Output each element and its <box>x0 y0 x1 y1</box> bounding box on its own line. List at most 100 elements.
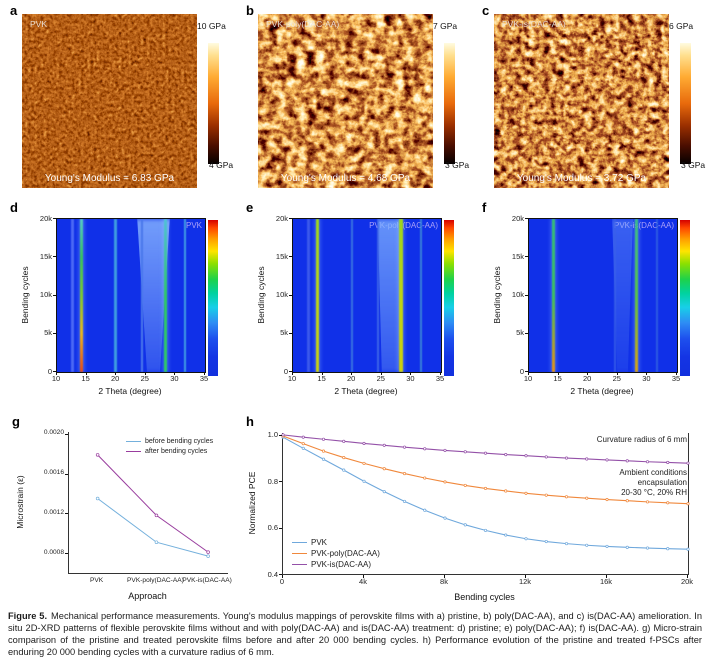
diffraction-peak-stripe <box>163 219 167 372</box>
data-point-marker <box>362 479 366 483</box>
afm-texture-c <box>494 14 669 188</box>
panel-e: e Bending cycles PVK-poly(DAC-AA) 2 Thet… <box>236 196 472 405</box>
caption-text: Mechanical performance measurements. You… <box>8 611 702 657</box>
y-tick-label: 0.8 <box>267 476 278 486</box>
data-point-marker <box>95 496 100 501</box>
diffuse-scattering-cloud <box>612 219 633 372</box>
afm-texture-b <box>258 14 433 188</box>
data-point-marker <box>605 544 609 548</box>
y-tick-mark <box>53 332 56 334</box>
x-tick-label: 20k <box>680 577 694 586</box>
x-tick-label: 35 <box>671 374 681 383</box>
microstrain-legend: before bending cycles after bending cycl… <box>126 436 213 456</box>
data-point-marker <box>463 483 467 487</box>
y-tick-label: 0 <box>47 366 52 376</box>
data-point-marker <box>423 476 427 480</box>
data-point-marker <box>564 542 569 546</box>
data-point-marker <box>483 528 488 532</box>
x-tick-mark <box>380 372 382 375</box>
data-point-marker <box>544 455 548 459</box>
sample-label: PVK-poly(DAC-AA) <box>266 19 340 29</box>
data-point-marker <box>342 456 346 460</box>
data-point-marker <box>402 499 407 503</box>
x-tick-label: 20 <box>583 374 592 383</box>
data-point-marker <box>154 540 159 544</box>
colorbar-min-label: 3 GPa <box>445 160 470 170</box>
panel-letter-f: f <box>482 200 487 215</box>
x-tick-label: 10 <box>51 374 61 383</box>
microstrain-series-canvas <box>95 453 210 558</box>
y-axis-label: Microstrain (ε) <box>15 475 25 529</box>
data-point-marker <box>342 439 346 443</box>
data-point-marker <box>321 449 326 453</box>
panel-letter-d: d <box>10 200 18 215</box>
y-tick-label: 0.4 <box>267 569 278 579</box>
figure-caption: Figure 5. Mechanical performance measurem… <box>8 611 702 659</box>
data-point-marker <box>423 508 427 512</box>
colorbar-max-label: 7 GPa <box>433 21 458 31</box>
colorbar-max-label: 6 GPa <box>669 21 694 31</box>
data-point-marker <box>206 554 210 558</box>
x-tick-label: 10 <box>523 374 533 383</box>
y-tick-mark <box>279 527 282 529</box>
xrd-heatmap-d: PVK <box>56 218 206 373</box>
afm-map-b: PVK-poly(DAC-AA) Young's Modulus = 4.68 … <box>258 14 433 188</box>
x-axis-label: 2 Theta (degree) <box>570 386 634 396</box>
data-point-marker <box>342 468 346 472</box>
diffraction-peak-stripe <box>613 219 616 372</box>
panel-letter-b: b <box>246 3 254 18</box>
x-axis-label: Bending cycles <box>454 592 515 602</box>
y-tick-mark <box>279 481 282 483</box>
colorbar-min-label: 3 GPa <box>681 160 706 170</box>
legend-label: PVK <box>311 538 328 547</box>
y-tick-mark <box>525 371 528 372</box>
jet-colorbar <box>680 220 690 376</box>
x-tick-mark <box>525 575 526 578</box>
afm-texture-a <box>22 14 197 188</box>
y-tick-label: 0.6 <box>267 523 278 533</box>
x-axis-label: 2 Theta (degree) <box>98 386 162 396</box>
y-tick-label: 0.0012 <box>43 508 64 516</box>
y-tick-mark <box>53 371 56 372</box>
legend-label: PVK-is(DAC-AA) <box>311 560 372 569</box>
data-point-marker <box>362 441 366 445</box>
data-point-marker <box>504 489 508 493</box>
y-tick-mark <box>279 574 282 575</box>
data-point-marker <box>625 499 629 503</box>
legend-item: before bending cycles <box>126 436 213 446</box>
x-tick-mark <box>351 372 353 375</box>
jet-colorbar <box>444 220 454 376</box>
y-axis-label: Normalized PCE <box>247 471 257 535</box>
diffraction-peak-stripe <box>307 219 310 372</box>
data-point-marker <box>585 496 589 500</box>
data-point-marker <box>301 435 305 439</box>
diffraction-peak-stripe <box>635 219 639 372</box>
panel-b: b PVK-poly(DAC-AA) Youn <box>236 0 472 196</box>
colorbar-max-label: 10 GPa <box>197 21 226 31</box>
x-tick-mark <box>204 372 205 375</box>
modulus-label: Young's Modulus = 4.68 GPa <box>280 173 411 184</box>
x-tick-label: 30 <box>170 374 179 383</box>
x-tick-label: 15 <box>317 374 326 383</box>
data-point-marker <box>483 451 488 455</box>
fire-colorbar <box>444 43 455 164</box>
diffuse-scattering-cloud <box>377 219 403 372</box>
xrd-heatmap-f: PVK-is(DAC-AA) <box>528 218 678 373</box>
data-point-marker <box>666 460 670 465</box>
diffraction-peak-stripe <box>114 219 117 372</box>
data-point-marker <box>666 501 670 505</box>
x-tick-mark <box>144 372 146 375</box>
diffraction-peak-stripe <box>551 219 555 372</box>
data-point-marker <box>645 460 650 464</box>
data-point-marker <box>362 461 366 465</box>
x-tick-label: 25 <box>376 374 385 383</box>
x-tick-mark <box>444 575 445 578</box>
data-point-marker <box>402 445 407 449</box>
series-line <box>97 498 209 557</box>
data-point-marker <box>301 446 305 450</box>
panel-d: d Bending cycles PVK 2 Theta (degree) 10… <box>0 196 236 405</box>
panel-letter-g: g <box>12 414 20 429</box>
data-point-marker <box>564 495 569 499</box>
x-tick-label: 16k <box>599 577 613 586</box>
data-point-marker <box>686 461 690 465</box>
